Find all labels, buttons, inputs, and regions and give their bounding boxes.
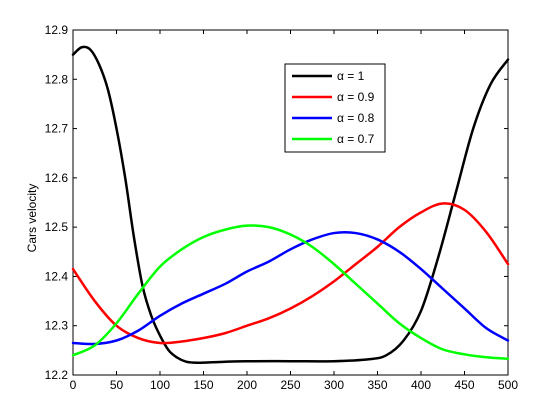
x-tick-label: 500 [498,378,518,392]
x-tick-label: 400 [411,378,431,392]
legend-label-1: α = 1 [337,69,365,83]
x-tick-label: 350 [367,378,387,392]
y-tick-label: 12.9 [45,23,69,37]
legend-label-3: α = 0.8 [337,111,375,125]
x-tick-label: 0 [70,378,77,392]
y-tick-label: 12.3 [45,319,69,333]
y-axis-label: Cars velocity [25,184,39,253]
series-line-3 [71,231,510,346]
y-tick-label: 12.4 [45,269,69,283]
series-line-2 [71,202,510,345]
series-line-4 [71,224,510,360]
y-tick-label: 12.8 [45,72,69,86]
legend-label-2: α = 0.9 [337,90,375,104]
y-tick-label: 12.7 [45,122,69,136]
x-tick-label: 150 [193,378,213,392]
x-tick-label: 100 [150,378,170,392]
y-tick-label: 12.5 [45,220,69,234]
y-tick-label: 12.6 [45,171,69,185]
legend: α = 1 α = 0.9 α = 0.8 α = 0.7 [284,63,386,153]
x-tick-label: 300 [324,378,344,392]
x-tick-label: 250 [280,378,300,392]
x-axis: 0 50 100 150 200 250 300 350 400 450 500 [70,30,518,392]
x-tick-label: 450 [454,378,474,392]
series-line-1 [71,45,510,365]
series-group [71,45,510,365]
y-axis: 12.2 12.3 12.4 12.5 12.6 12.7 12.8 12.9 [45,23,508,382]
x-tick-label: 50 [110,378,124,392]
x-tick-label: 200 [237,378,257,392]
legend-box [284,63,386,153]
legend-label-4: α = 0.7 [337,132,375,146]
y-tick-label: 12.2 [45,368,69,382]
